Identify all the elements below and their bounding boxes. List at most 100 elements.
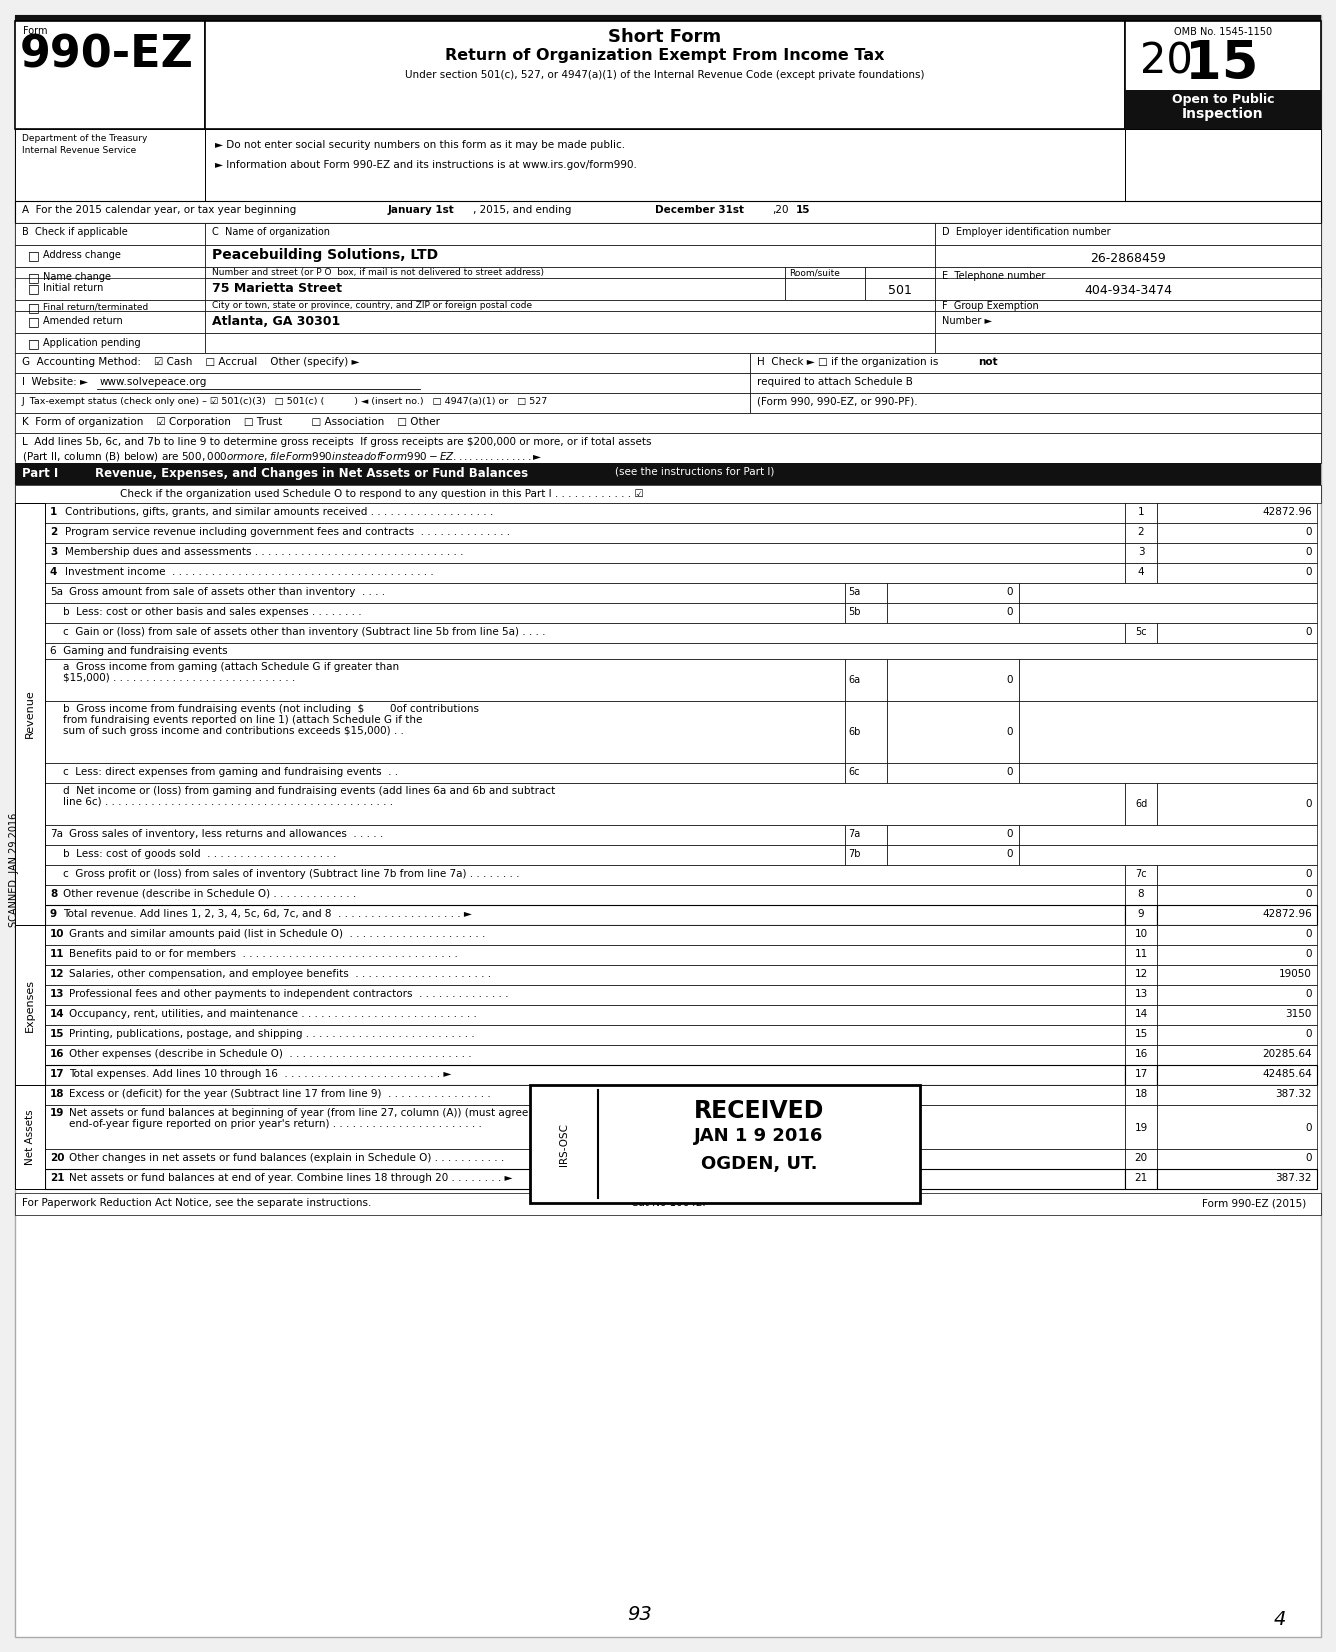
Bar <box>15 311 204 334</box>
Bar <box>1019 659 1317 700</box>
Bar <box>1019 846 1317 866</box>
Text: 1: 1 <box>1138 507 1145 517</box>
Text: Short Form: Short Form <box>608 28 721 46</box>
Bar <box>15 278 204 301</box>
Text: 0: 0 <box>1006 586 1013 596</box>
Bar <box>1157 866 1317 885</box>
Bar <box>15 21 204 129</box>
Text: K  Form of organization    ☑ Corporation    □ Trust         □ Association    □ O: K Form of organization ☑ Corporation □ T… <box>21 416 440 426</box>
Bar <box>45 623 1125 643</box>
Text: 0: 0 <box>1305 547 1312 557</box>
Text: 21: 21 <box>49 1173 64 1183</box>
Text: Contributions, gifts, grants, and similar amounts received . . . . . . . . . . .: Contributions, gifts, grants, and simila… <box>65 507 493 517</box>
Text: Inspection: Inspection <box>1182 107 1264 121</box>
Text: 0: 0 <box>1305 1029 1312 1039</box>
Text: 7a: 7a <box>49 829 63 839</box>
Text: 6c: 6c <box>848 767 859 776</box>
Text: Professional fees and other payments to independent contractors  . . . . . . . .: Professional fees and other payments to … <box>69 990 509 999</box>
Bar <box>786 278 864 301</box>
Text: Benefits paid to or for members  . . . . . . . . . . . . . . . . . . . . . . . .: Benefits paid to or for members . . . . … <box>69 948 458 960</box>
Text: Investment income  . . . . . . . . . . . . . . . . . . . . . . . . . . . . . . .: Investment income . . . . . . . . . . . … <box>65 567 434 577</box>
Bar <box>204 334 935 354</box>
Text: City or town, state or province, country, and ZIP or foreign postal code: City or town, state or province, country… <box>212 301 532 311</box>
Bar <box>935 301 1321 311</box>
Text: 12: 12 <box>49 970 64 980</box>
Text: B  Check if applicable: B Check if applicable <box>21 226 128 236</box>
Bar <box>1125 1046 1157 1066</box>
Bar <box>864 268 935 278</box>
Text: 13: 13 <box>49 990 64 999</box>
Text: Room/suite: Room/suite <box>790 268 840 278</box>
Text: 5c: 5c <box>1136 628 1146 638</box>
Text: 6  Gaming and fundraising events: 6 Gaming and fundraising events <box>49 646 227 656</box>
Bar <box>1125 945 1157 965</box>
Text: Other expenses (describe in Schedule O)  . . . . . . . . . . . . . . . . . . . .: Other expenses (describe in Schedule O) … <box>69 1049 472 1059</box>
Text: OMB No. 1545-1150: OMB No. 1545-1150 <box>1174 26 1272 36</box>
Bar <box>1019 700 1317 763</box>
Text: 42872.96: 42872.96 <box>1263 909 1312 919</box>
Text: 4: 4 <box>1138 567 1145 577</box>
Bar <box>1157 1024 1317 1046</box>
Text: Membership dues and assessments . . . . . . . . . . . . . . . . . . . . . . . . : Membership dues and assessments . . . . … <box>65 547 464 557</box>
Bar <box>45 1085 1125 1105</box>
Text: IRS-OSC: IRS-OSC <box>558 1122 569 1166</box>
Text: www.solvepeace.org: www.solvepeace.org <box>100 377 207 387</box>
Text: Salaries, other compensation, and employee benefits  . . . . . . . . . . . . . .: Salaries, other compensation, and employ… <box>69 970 492 980</box>
Bar <box>204 223 935 244</box>
Text: H  Check ► □ if the organization is: H Check ► □ if the organization is <box>758 357 942 367</box>
Text: 0: 0 <box>1305 1123 1312 1133</box>
Bar <box>1157 905 1317 925</box>
Bar <box>45 1170 1125 1189</box>
Text: 14: 14 <box>49 1009 64 1019</box>
Bar <box>1019 763 1317 783</box>
Bar <box>15 433 1321 463</box>
Bar <box>844 603 887 623</box>
Text: Other changes in net assets or fund balances (explain in Schedule O) . . . . . .: Other changes in net assets or fund bala… <box>69 1153 504 1163</box>
Bar <box>15 393 749 413</box>
Text: Name change: Name change <box>43 273 111 282</box>
Bar <box>844 763 887 783</box>
Bar <box>1157 985 1317 1004</box>
Text: b  Less: cost or other basis and sales expenses . . . . . . . .: b Less: cost or other basis and sales ex… <box>63 606 362 616</box>
Bar <box>1157 1004 1317 1024</box>
Text: 6b: 6b <box>848 727 860 737</box>
Bar <box>45 965 1125 985</box>
Text: 16: 16 <box>49 1049 64 1059</box>
Text: 1: 1 <box>49 507 57 517</box>
Text: 16: 16 <box>1134 1049 1148 1059</box>
Bar <box>1125 623 1157 643</box>
Bar <box>1125 563 1157 583</box>
Text: 404-934-3474: 404-934-3474 <box>1083 284 1172 297</box>
Bar <box>1125 1150 1157 1170</box>
Text: 19: 19 <box>49 1108 64 1118</box>
Text: Revenue: Revenue <box>25 689 35 738</box>
Text: b  Less: cost of goods sold  . . . . . . . . . . . . . . . . . . . .: b Less: cost of goods sold . . . . . . .… <box>63 849 337 859</box>
Text: 0: 0 <box>1006 727 1013 737</box>
Text: c  Gross profit or (loss) from sales of inventory (Subtract line 7b from line 7a: c Gross profit or (loss) from sales of i… <box>63 869 520 879</box>
Bar <box>887 824 1019 846</box>
Bar <box>15 223 204 244</box>
Text: G  Accounting Method:    ☑ Cash    □ Accrual    Other (specify) ►: G Accounting Method: ☑ Cash □ Accrual Ot… <box>21 357 359 367</box>
Text: Under section 501(c), 527, or 4947(a)(1) of the Internal Revenue Code (except pr: Under section 501(c), 527, or 4947(a)(1)… <box>405 69 925 79</box>
Bar <box>45 700 844 763</box>
Bar <box>15 301 204 311</box>
Bar <box>1157 1046 1317 1066</box>
Bar <box>1157 1150 1317 1170</box>
Text: 0: 0 <box>1305 1153 1312 1163</box>
Bar <box>887 659 1019 700</box>
Bar <box>15 354 749 373</box>
Text: 19050: 19050 <box>1279 970 1312 980</box>
Bar <box>749 354 1321 373</box>
Text: 0: 0 <box>1006 606 1013 616</box>
Bar <box>1019 583 1317 603</box>
Bar <box>1157 524 1317 544</box>
Text: ► Do not enter social security numbers on this form as it may be made public.: ► Do not enter social security numbers o… <box>215 140 625 150</box>
Text: from fundraising events reported on line 1) (attach Schedule G if the: from fundraising events reported on line… <box>63 715 422 725</box>
Text: 9: 9 <box>1138 909 1145 919</box>
Bar <box>45 885 1125 905</box>
Text: Total revenue. Add lines 1, 2, 3, 4, 5c, 6d, 7c, and 8  . . . . . . . . . . . . : Total revenue. Add lines 1, 2, 3, 4, 5c,… <box>63 909 472 919</box>
Bar <box>45 1066 1125 1085</box>
Bar <box>1125 1004 1157 1024</box>
Bar <box>45 945 1125 965</box>
Text: Printing, publications, postage, and shipping . . . . . . . . . . . . . . . . . : Printing, publications, postage, and shi… <box>69 1029 474 1039</box>
